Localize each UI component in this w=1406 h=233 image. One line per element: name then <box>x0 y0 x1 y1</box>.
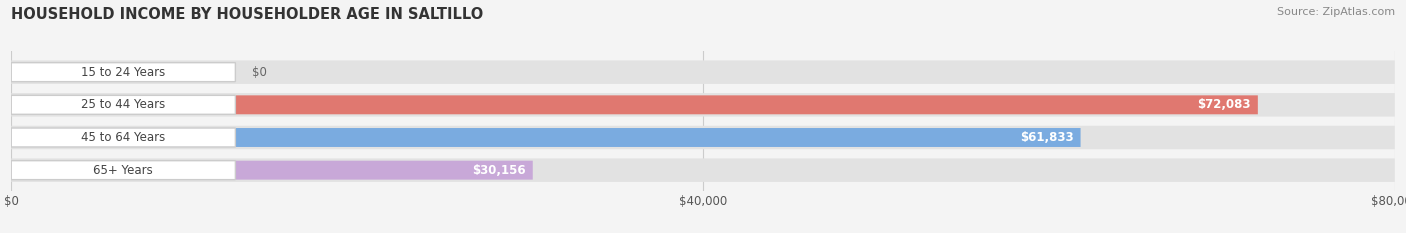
Text: $72,083: $72,083 <box>1198 98 1251 111</box>
FancyBboxPatch shape <box>11 126 1395 149</box>
FancyBboxPatch shape <box>11 95 1258 114</box>
Text: 65+ Years: 65+ Years <box>93 164 153 177</box>
Text: $61,833: $61,833 <box>1019 131 1074 144</box>
Text: $0: $0 <box>252 66 267 79</box>
Text: HOUSEHOLD INCOME BY HOUSEHOLDER AGE IN SALTILLO: HOUSEHOLD INCOME BY HOUSEHOLDER AGE IN S… <box>11 7 484 22</box>
Text: 45 to 64 Years: 45 to 64 Years <box>82 131 166 144</box>
FancyBboxPatch shape <box>11 158 1395 182</box>
FancyBboxPatch shape <box>11 63 235 82</box>
Text: 25 to 44 Years: 25 to 44 Years <box>82 98 166 111</box>
FancyBboxPatch shape <box>11 128 235 147</box>
FancyBboxPatch shape <box>11 93 1395 116</box>
FancyBboxPatch shape <box>11 128 1081 147</box>
FancyBboxPatch shape <box>11 161 235 180</box>
Text: 15 to 24 Years: 15 to 24 Years <box>82 66 166 79</box>
FancyBboxPatch shape <box>11 95 235 114</box>
Text: $30,156: $30,156 <box>472 164 526 177</box>
FancyBboxPatch shape <box>11 161 533 180</box>
Text: Source: ZipAtlas.com: Source: ZipAtlas.com <box>1277 7 1395 17</box>
FancyBboxPatch shape <box>11 60 1395 84</box>
